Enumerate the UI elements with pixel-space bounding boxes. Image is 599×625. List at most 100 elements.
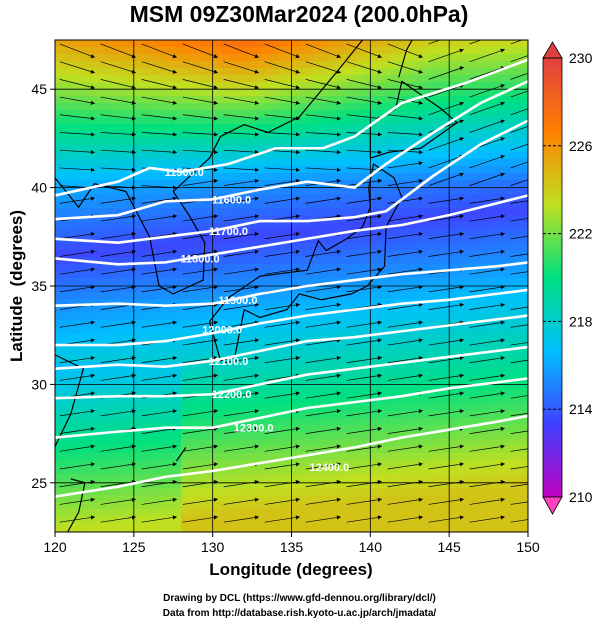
contour-line [55,414,528,498]
wind-arrow [346,178,383,186]
wind-arrow [387,338,424,346]
coastline [398,40,413,78]
wind-arrow [100,43,137,58]
wind-arrow [387,178,424,186]
wind-arrow [141,515,178,523]
wind-arrow [182,426,219,434]
wind-arrow [59,114,96,121]
contour-label: 12200.0 [212,389,252,401]
wind-arrow [141,373,178,381]
wind-arrow [510,235,528,240]
wind-arrow [510,448,528,452]
wind-arrow [264,114,301,121]
wind-arrow [100,444,137,452]
wind-arrow [346,167,383,172]
contour-label: 12100.0 [209,356,249,368]
wind-arrow [59,515,96,523]
wind-arrow [428,373,465,381]
colorbar-tick-label: 230 [569,50,593,66]
wind-arrow [305,391,342,399]
wind-arrow [264,96,301,105]
wind-arrow [305,61,342,74]
contour-line [55,377,528,439]
wind-arrow [223,338,260,346]
wind-arrow [346,444,383,452]
wind-arrow [182,462,219,470]
x-tick-label: 120 [43,539,67,555]
wind-arrow [223,61,260,74]
wind-arrow [223,79,260,90]
wind-arrow [428,232,465,240]
wind-arrow [223,249,260,257]
wind-arrow [428,409,465,417]
y-axis-title: Latitude (degrees) [7,210,26,362]
wind-arrow [387,320,424,328]
y-tick-label: 30 [31,376,47,392]
wind-arrow [428,66,465,80]
contour-label: 11700.0 [209,226,248,238]
wind-arrow [141,462,178,470]
wind-arrow [141,267,178,275]
wind-arrow [469,84,506,98]
wind-arrow [428,48,465,62]
wind-arrow [387,355,424,364]
wind-arrow [346,149,383,155]
wind-arrow [469,232,506,240]
wind-arrow [141,355,178,364]
wind-arrow [510,430,528,434]
wind-arrow [387,462,424,470]
wind-arrow [428,497,465,505]
wind-arrow [510,72,528,80]
wind-arrow [510,395,528,399]
wind-arrow [305,462,342,470]
colorbar-body [542,57,563,498]
wind-arrow [100,132,137,137]
x-tick-label: 135 [280,539,304,555]
wind-arrow [100,409,137,417]
wind-arrow [264,462,301,470]
wind-arrow [469,101,506,116]
wind-arrow [141,285,178,293]
wind-arrow [510,90,528,98]
wind-arrow [510,306,528,310]
wind-arrow [428,444,465,452]
wind-arrow [305,267,342,275]
wind-arrow [469,214,506,222]
colorbar-min-triangle [542,496,563,515]
wind-arrow [141,214,178,222]
wind-arrow [305,497,342,505]
wind-arrow [182,285,219,293]
wind-arrow [387,96,424,105]
wind-arrow [182,355,219,364]
wind-arrow [223,232,260,240]
wind-arrow [469,462,506,470]
wind-arrow [264,320,301,328]
wind-arrow [100,285,137,293]
wind-arrow [428,302,465,310]
credit-line-2: Data from http://database.rish.kyoto-u.a… [162,608,437,619]
wind-arrow [428,462,465,470]
wind-arrow [510,253,528,257]
wind-arrow [264,426,301,434]
wind-arrow [346,249,383,257]
wind-arrow [223,444,260,452]
wind-arrow [469,302,506,310]
wind-arrow [100,232,137,240]
wind-arrow [387,409,424,417]
wind-arrow [346,61,383,74]
wind-arrow [100,320,137,328]
wind-arrow [510,55,528,62]
wind-arrow [223,302,260,310]
wind-arrow [387,302,424,310]
wind-arrow [305,355,342,364]
wind-arrow [223,149,260,155]
wind-arrow [510,483,528,488]
wind-arrow [428,355,465,364]
wind-arrow [346,285,383,293]
wind-arrow [510,324,528,328]
wind-arrow [469,172,506,186]
wind-arrow [223,167,260,172]
wind-arrow [510,108,528,116]
wind-arrow [264,338,301,346]
